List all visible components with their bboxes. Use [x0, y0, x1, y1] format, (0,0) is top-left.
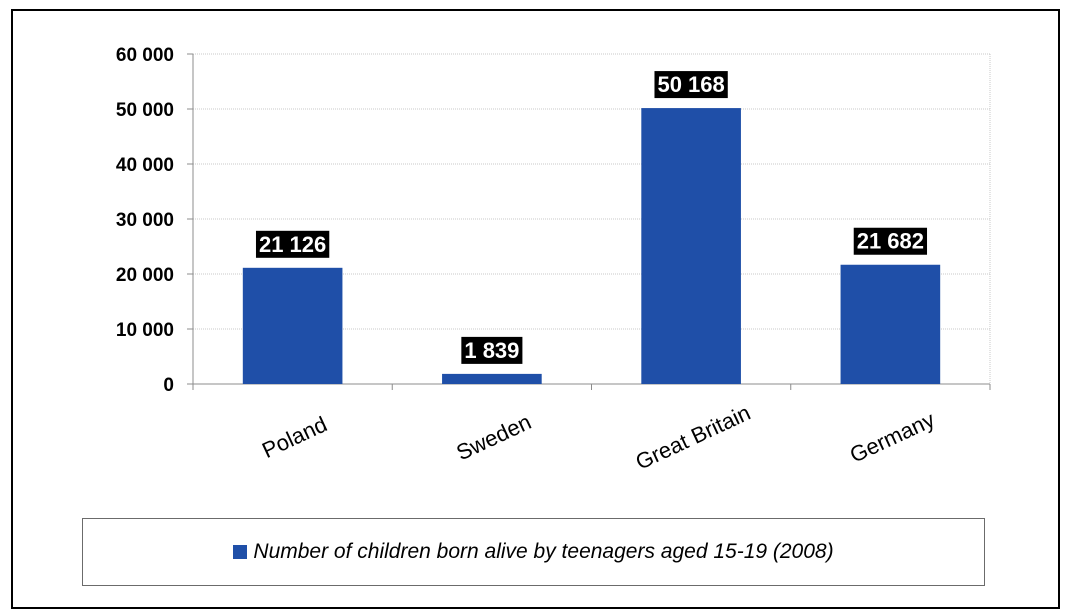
y-tick-label: 0: [163, 375, 174, 396]
x-tick-label: Poland: [258, 411, 331, 463]
y-tick-label: 40 000: [116, 155, 174, 176]
data-label-background: [853, 227, 928, 255]
legend-label: Number of children born alive by teenage…: [253, 540, 834, 563]
y-tick-label: 60 000: [116, 45, 174, 66]
data-label: 1 839: [464, 338, 519, 363]
y-tick-label: 10 000: [116, 320, 174, 341]
data-label-background: [654, 71, 728, 99]
bar-germany: [840, 264, 941, 384]
y-tick-label: 30 000: [116, 210, 174, 231]
bar-sweden: [442, 373, 542, 384]
bars: [242, 108, 941, 385]
data-label: 21 682: [857, 229, 924, 254]
data-label: 21 126: [259, 232, 326, 257]
x-tick-label: Sweden: [452, 409, 535, 465]
bar-poland: [242, 267, 343, 384]
bar-great-britain: [641, 108, 741, 385]
y-tick-label: 50 000: [116, 100, 174, 121]
data-label: 50 168: [657, 72, 724, 97]
data-label-background: [255, 230, 330, 258]
legend-swatch: [233, 545, 248, 559]
x-tick-label: Germany: [846, 407, 939, 468]
data-label-background: [461, 336, 523, 364]
x-tick-label: Great Britain: [632, 400, 754, 475]
bar-chart: 0 10 000 20 000 30 000 40 000 50 000 60 000 21 …: [116, 45, 991, 475]
y-tick-label: 20 000: [116, 265, 174, 286]
legend: Number of children born alive by teenage…: [82, 518, 985, 586]
